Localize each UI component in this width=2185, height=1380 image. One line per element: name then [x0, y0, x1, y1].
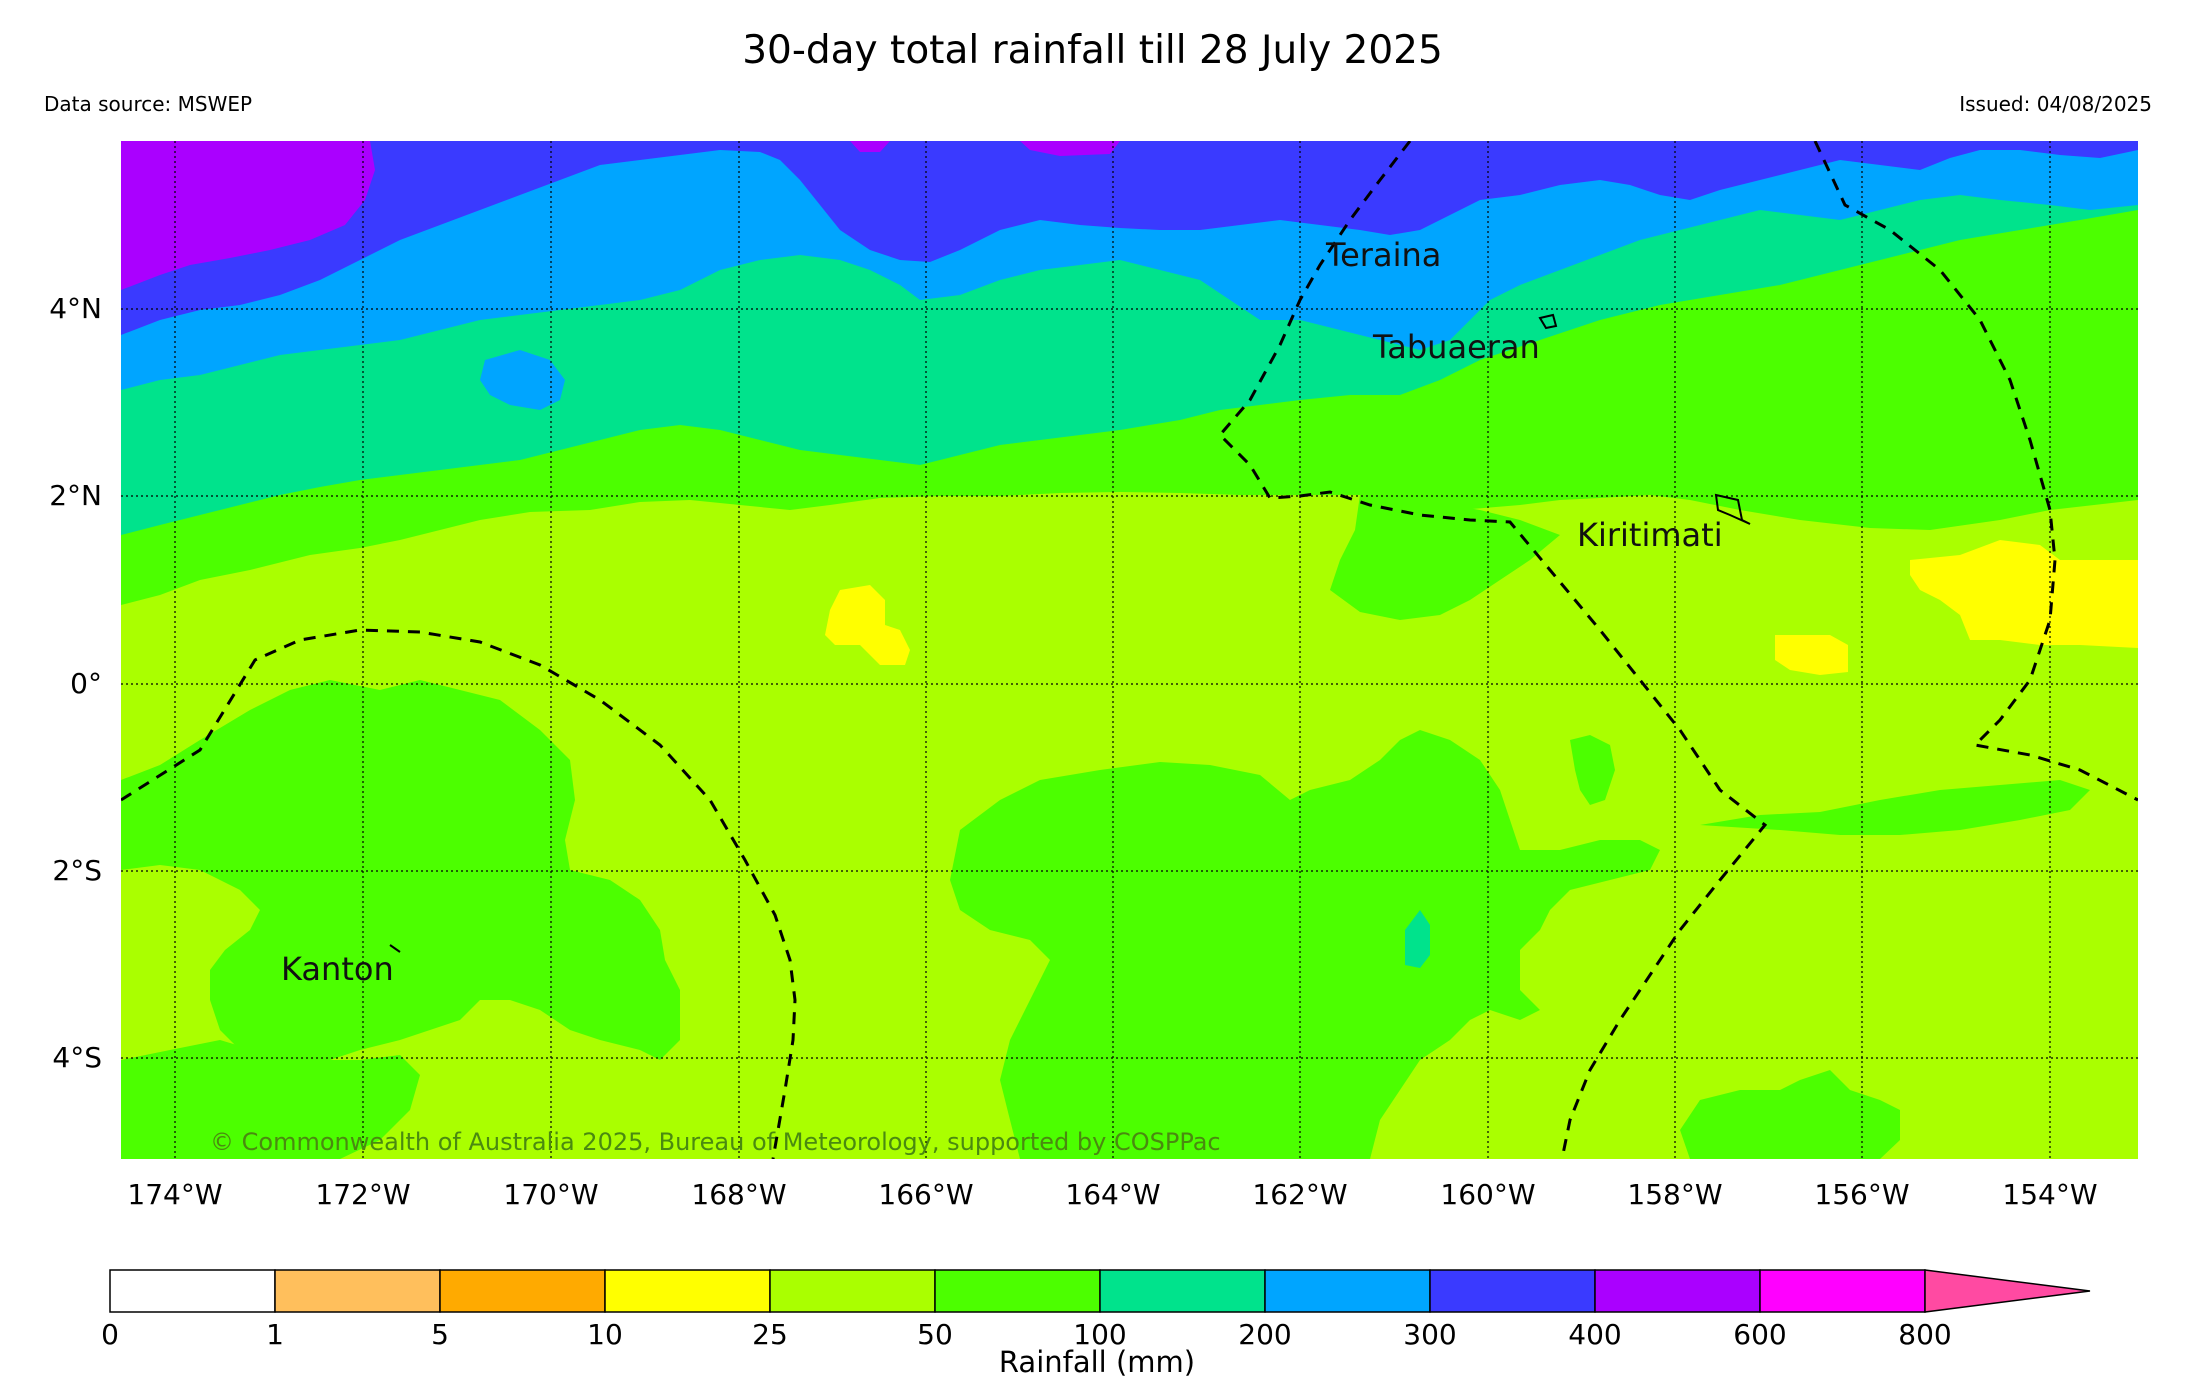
rain-patch-10-25-east: [1910, 540, 2138, 648]
kanton-island: [389, 944, 401, 953]
lon-tick-label: 162°W: [1252, 1178, 1347, 1211]
colorbar-tick-label: 100: [1073, 1318, 1126, 1351]
colorbar-segment: [109, 1269, 276, 1313]
colorbar-segment: [274, 1269, 441, 1313]
colorbar-ticks: 0 1 5 10 25 50 100 200 300 400 600 800: [101, 1318, 1952, 1351]
colorbar-tick-label: 10: [587, 1318, 623, 1351]
issued-date-label: Issued: 04/08/2025: [1959, 92, 2152, 116]
place-label-teraina: Teraina: [1325, 236, 1441, 274]
island-outlines: [389, 313, 1751, 953]
colorbar-tick-label: 300: [1403, 1318, 1456, 1351]
lon-tick-label: 174°W: [127, 1178, 222, 1211]
lon-tick-label: 164°W: [1065, 1178, 1160, 1211]
colorbar-segment: [1429, 1269, 1596, 1313]
rain-band-200-300: [121, 141, 2138, 390]
copyright-notice: © Commonwealth of Australia 2025, Bureau…: [210, 1128, 1221, 1156]
colorbar-segment: [1264, 1269, 1431, 1313]
place-label-tabuaeran: Tabuaeran: [1372, 328, 1540, 366]
colorbar: [109, 1269, 2091, 1313]
rain-band-400-600-north: [1020, 141, 1120, 156]
colorbar-segment: [1594, 1269, 1761, 1313]
rain-patch-50-100-east-small: [1570, 735, 1615, 805]
colorbar-segment: [1759, 1269, 1926, 1313]
kiritimati-island: [1714, 493, 1751, 525]
lat-tick-label: 4°S: [52, 1041, 102, 1074]
rain-patch-200-300-west-blob: [480, 350, 565, 410]
rain-patch-50-100-southeast-strip: [1700, 780, 2090, 835]
colorbar-segment: [934, 1269, 1101, 1313]
colorbar-tick-label: 400: [1568, 1318, 1621, 1351]
graticule: [121, 141, 2138, 1159]
longitude-ticks: 174°W 172°W 170°W 168°W 166°W 164°W 162°…: [127, 1178, 2097, 1211]
rainfall-map-area: Teraina Tabuaeran Kiritimati Kanton © Co…: [121, 141, 2138, 1159]
colorbar-segment: [769, 1269, 936, 1313]
lon-tick-label: 158°W: [1627, 1178, 1722, 1211]
rain-patch-50-100-southwest-lower: [121, 1040, 420, 1159]
colorbar-tick-label: 0: [101, 1318, 119, 1351]
lon-tick-label: 168°W: [691, 1178, 786, 1211]
colorbar-tick-label: 5: [431, 1318, 449, 1351]
rain-band-400-600-northwest: [121, 141, 375, 290]
eez-boundary-kanton: [121, 628, 797, 1159]
lon-tick-label: 154°W: [2002, 1178, 2097, 1211]
eez-boundaries: [121, 141, 2138, 1159]
lon-tick-label: 166°W: [878, 1178, 973, 1211]
lat-tick-label: 2°N: [49, 479, 102, 512]
colorbar-segment: [1099, 1269, 1266, 1313]
rain-patch-10-25-east-small: [1775, 635, 1848, 675]
colorbar-tick-label: 600: [1733, 1318, 1786, 1351]
rain-patch-100-200-south: [1405, 910, 1430, 968]
colorbar-tick-label: 25: [752, 1318, 788, 1351]
tabuaeran-island: [1538, 313, 1558, 330]
rain-patch-50-100-southwest: [121, 680, 680, 1065]
rain-patch-10-25-central: [825, 585, 910, 665]
lon-tick-label: 172°W: [315, 1178, 410, 1211]
lon-tick-label: 156°W: [1814, 1178, 1909, 1211]
data-source-label: Data source: MSWEP: [44, 92, 253, 116]
rain-patch-50-100-central: [1330, 495, 1560, 620]
latitude-ticks: 4°N 2°N 0° 2°S 4°S: [49, 292, 102, 1074]
colorbar-tick-label: 1: [266, 1318, 284, 1351]
colorbar-tick-label: 50: [917, 1318, 953, 1351]
lat-tick-label: 4°N: [49, 292, 102, 325]
place-label-kiritimati: Kiritimati: [1577, 516, 1723, 554]
colorbar-tick-label: 200: [1238, 1318, 1291, 1351]
eez-boundary-line-islands: [1217, 141, 1768, 1159]
colorbar-segment: [439, 1269, 606, 1313]
lat-tick-label: 2°S: [52, 854, 102, 887]
colorbar-label: Rainfall (mm): [999, 1345, 1195, 1379]
place-label-kanton: Kanton: [281, 950, 394, 988]
lat-tick-label: 0°: [70, 667, 102, 700]
colorbar-tick-label: 800: [1898, 1318, 1951, 1351]
colorbar-extend-arrow: [1924, 1269, 2091, 1313]
lon-tick-label: 160°W: [1440, 1178, 1535, 1211]
rain-patch-50-100-southeast-lower: [1680, 1070, 1900, 1159]
chart-title: 30-day total rainfall till 28 July 2025: [742, 28, 1443, 73]
rain-patch-50-100-south-central: [950, 730, 1660, 1159]
eez-boundary-east: [1813, 141, 2138, 802]
lon-tick-label: 170°W: [503, 1178, 598, 1211]
rain-band-400-600-north-central: [850, 141, 890, 152]
colorbar-segment: [604, 1269, 771, 1313]
